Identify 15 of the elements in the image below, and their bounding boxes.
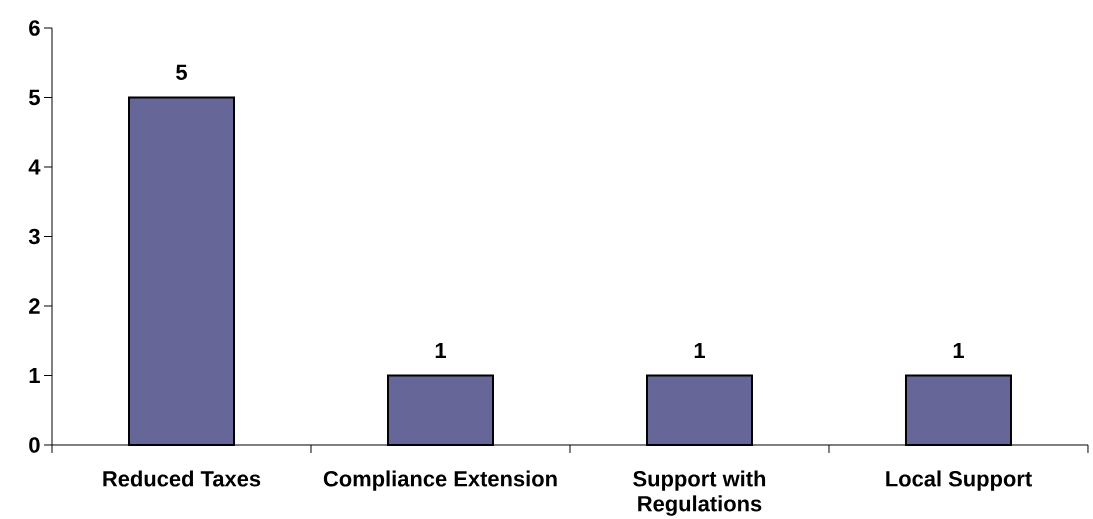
y-tick-label: 3 [28, 228, 40, 245]
data-label: 5 [176, 64, 187, 80]
y-tick-label: 1 [29, 367, 40, 383]
x-tick-label: Reduced Taxes [103, 470, 261, 487]
y-tick-label: 2 [29, 298, 40, 314]
x-tick-label: Compliance Extension [323, 470, 557, 491]
data-label: 1 [435, 342, 446, 358]
y-tick-label: 0 [29, 437, 40, 453]
data-label: 1 [953, 342, 964, 358]
x-tick-label: Local Support [886, 470, 1032, 491]
y-tick-label: 6 [29, 20, 40, 36]
y-tick-label: 4 [28, 159, 41, 175]
x-tick-label: Support with Regulations [633, 470, 766, 516]
data-label: 1 [694, 342, 705, 358]
y-tick-label: 5 [28, 89, 40, 106]
